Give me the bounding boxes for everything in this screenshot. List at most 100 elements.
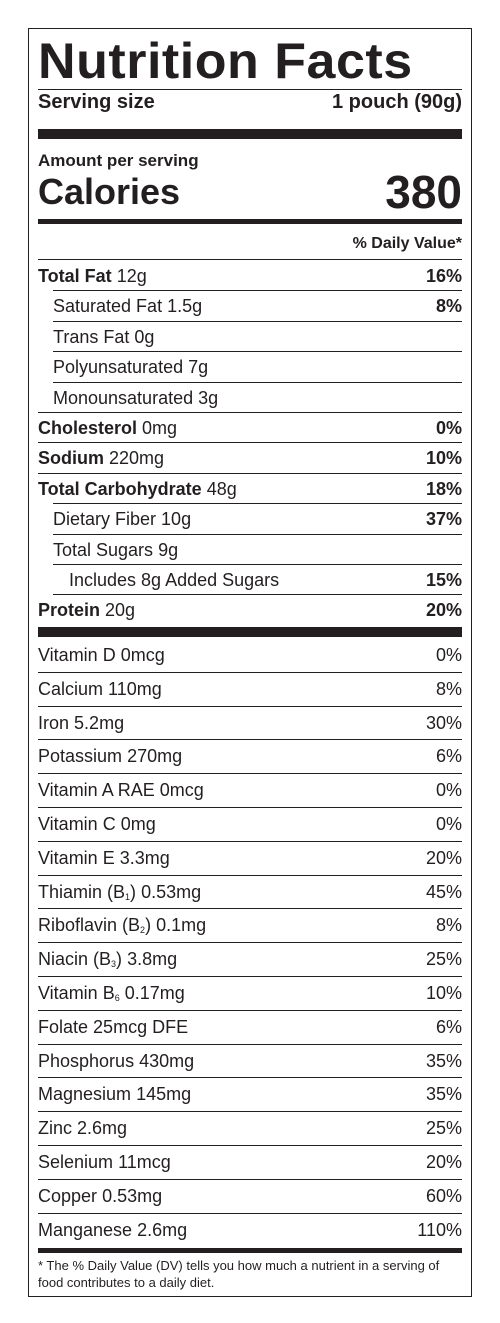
vitamin-amount: 0mg xyxy=(120,814,156,834)
vitamin-daily-value: 60% xyxy=(425,1185,462,1206)
row-divider xyxy=(53,533,462,535)
vitamin-name: Manganese xyxy=(38,1219,133,1240)
nutrient-name: Protein xyxy=(38,600,101,621)
nutrient-daily-value: 18% xyxy=(425,478,462,499)
label-inner: Nutrition Facts Serving size 1 pouch (90… xyxy=(38,29,462,1296)
row-divider xyxy=(38,1111,462,1113)
row-divider xyxy=(53,564,462,565)
vitamin-name-suffix: ) xyxy=(145,915,152,936)
vitamin-daily-value: 8% xyxy=(435,915,462,936)
vitamin-daily-value: 0% xyxy=(435,645,462,665)
vitamin-name: Vitamin C xyxy=(38,814,116,834)
vitamin-row: Iron 5.2mg 30% xyxy=(38,707,462,740)
nutrient-daily-value: 37% xyxy=(425,509,462,530)
nutrient-name: Monounsaturated xyxy=(53,387,194,408)
vitamin-row: Phosphorus 430mg 35% xyxy=(38,1045,462,1078)
nutrient-label: Cholesterol 0mg xyxy=(38,413,177,443)
vitamin-daily-value: 25% xyxy=(425,1118,462,1139)
vitamin-amount: 0.17mg xyxy=(124,983,185,1003)
vitamin-subscript: 1 xyxy=(125,891,131,902)
vitamin-amount: 0.53mg xyxy=(102,1185,163,1206)
nutrient-amount: 1.5g xyxy=(167,296,203,317)
row-divider xyxy=(38,1145,462,1146)
row-divider xyxy=(38,671,462,673)
nutrient-amount: 3g xyxy=(198,387,219,408)
nutrient-daily-value: 15% xyxy=(425,570,462,590)
amount-per-serving: Amount per serving xyxy=(38,151,199,170)
label-title: Nutrition Facts xyxy=(38,33,413,89)
vitamin-label: Vitamin E 3.3mg xyxy=(38,842,170,875)
vitamin-row: Selenium 11mcg 20% xyxy=(38,1146,462,1179)
nutrient-row: Polyunsaturated 7g xyxy=(38,352,462,382)
divider-thick xyxy=(38,129,462,139)
nutrient-name: Total Carbohydrate xyxy=(38,478,202,499)
row-divider xyxy=(38,739,462,741)
vitamin-label: Niacin (B3) 3.8mg xyxy=(38,943,177,981)
nutrient-label: Protein 20g xyxy=(38,595,135,625)
vitamin-amount: 2.6mg xyxy=(137,1219,188,1240)
vitamin-amount: 0mcg xyxy=(159,780,204,801)
vitamin-daily-value: 0% xyxy=(435,814,462,834)
vitamin-amount: 430mg xyxy=(139,1050,195,1071)
nutrient-daily-value: 10% xyxy=(425,448,462,469)
divider-thin xyxy=(38,259,462,260)
nutrient-amount: 0g xyxy=(134,326,155,347)
vitamin-label: Magnesium 145mg xyxy=(38,1078,191,1111)
vitamin-row: Vitamin E 3.3mg 20% xyxy=(38,842,462,875)
nutrient-amount: 7g xyxy=(188,357,209,378)
nutrient-row: Includes 8g Added Sugars 15% xyxy=(38,565,462,595)
row-divider xyxy=(38,472,462,474)
vitamin-row: Calcium 110mg 8% xyxy=(38,673,462,706)
nutrient-row: Cholesterol 0mg 0% xyxy=(38,413,462,443)
vitamin-row: Copper 0.53mg 60% xyxy=(38,1180,462,1213)
row-divider xyxy=(53,290,462,292)
vitamin-row: Zinc 2.6mg 25% xyxy=(38,1112,462,1145)
vitamin-row: Niacin (B3) 3.8mg 25% xyxy=(38,943,462,976)
vitamin-daily-value: 6% xyxy=(435,1016,462,1037)
vitamin-amount: 3.8mg xyxy=(127,949,178,970)
vitamin-row: Folate 25mcg DFE 6% xyxy=(38,1011,462,1044)
vitamin-label: Vitamin A RAE 0mcg xyxy=(38,774,204,807)
vitamin-row: Vitamin D 0mcg 0% xyxy=(38,639,462,672)
vitamin-amount: 0.1mg xyxy=(156,915,207,936)
row-divider xyxy=(38,1043,462,1045)
vitamin-daily-value: 25% xyxy=(425,949,462,970)
vitamin-amount: 270mg xyxy=(127,746,183,767)
nutrient-label: Polyunsaturated 7g xyxy=(53,352,208,382)
row-divider xyxy=(38,908,462,910)
vitamin-label: Folate 25mcg DFE xyxy=(38,1011,188,1044)
vitamin-name-suffix: ) xyxy=(130,881,137,902)
nutrient-row: Monounsaturated 3g xyxy=(38,383,462,413)
row-divider xyxy=(38,840,462,842)
nutrient-amount: 20g xyxy=(105,600,136,621)
vitamin-daily-value: 35% xyxy=(425,1084,462,1105)
vitamin-row: Vitamin A RAE 0mcg 0% xyxy=(38,774,462,807)
nutrient-label: Total Sugars 9g xyxy=(53,535,178,565)
row-divider xyxy=(38,412,462,413)
row-divider xyxy=(53,351,462,353)
vitamin-daily-value: 8% xyxy=(435,678,462,699)
vitamin-subscript: 2 xyxy=(140,925,146,936)
nutrient-amount: 220mg xyxy=(109,448,165,469)
vitamin-name: Folate xyxy=(38,1016,89,1037)
nutrient-label: Total Fat 12g xyxy=(38,261,147,291)
nutrient-label: Dietary Fiber 10g xyxy=(53,504,191,534)
vitamin-row: Magnesium 145mg 35% xyxy=(38,1078,462,1111)
vitamin-name: Riboflavin (B xyxy=(38,915,141,936)
calories-label: Calories xyxy=(38,171,181,212)
vitamin-label: Selenium 11mcg xyxy=(38,1146,171,1179)
vitamin-row: Vitamin B6 0.17mg 10% xyxy=(38,977,462,1010)
vitamin-name: Vitamin B xyxy=(38,983,115,1003)
vitamin-name: Zinc xyxy=(38,1118,73,1139)
row-divider xyxy=(38,1212,462,1214)
nutrient-row: Trans Fat 0g xyxy=(38,322,462,352)
vitamin-daily-value: 0% xyxy=(435,780,462,801)
nutrient-amount: 48g xyxy=(206,478,237,499)
vitamin-amount: 110mg xyxy=(108,678,162,699)
row-divider xyxy=(38,442,462,444)
vitamin-subscript: 6 xyxy=(114,993,120,1003)
nutrient-name: Polyunsaturated xyxy=(53,357,184,378)
nutrient-name: Saturated Fat xyxy=(53,296,163,317)
vitamin-subscript: 3 xyxy=(111,959,117,970)
nutrient-label: Saturated Fat 1.5g xyxy=(53,291,202,321)
